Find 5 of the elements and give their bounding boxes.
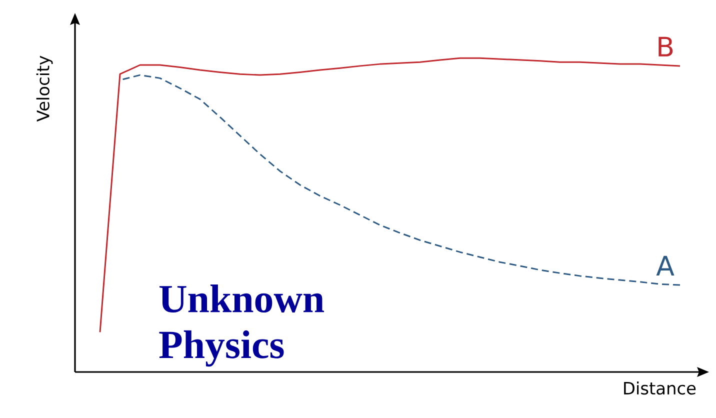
x-axis-title: Distance — [624, 382, 696, 395]
y-axis-title: Velocity — [36, 56, 53, 122]
series-label: B — [658, 36, 673, 56]
annotation: Unknown Physics — [159, 284, 324, 367]
series-label: A — [656, 256, 674, 276]
